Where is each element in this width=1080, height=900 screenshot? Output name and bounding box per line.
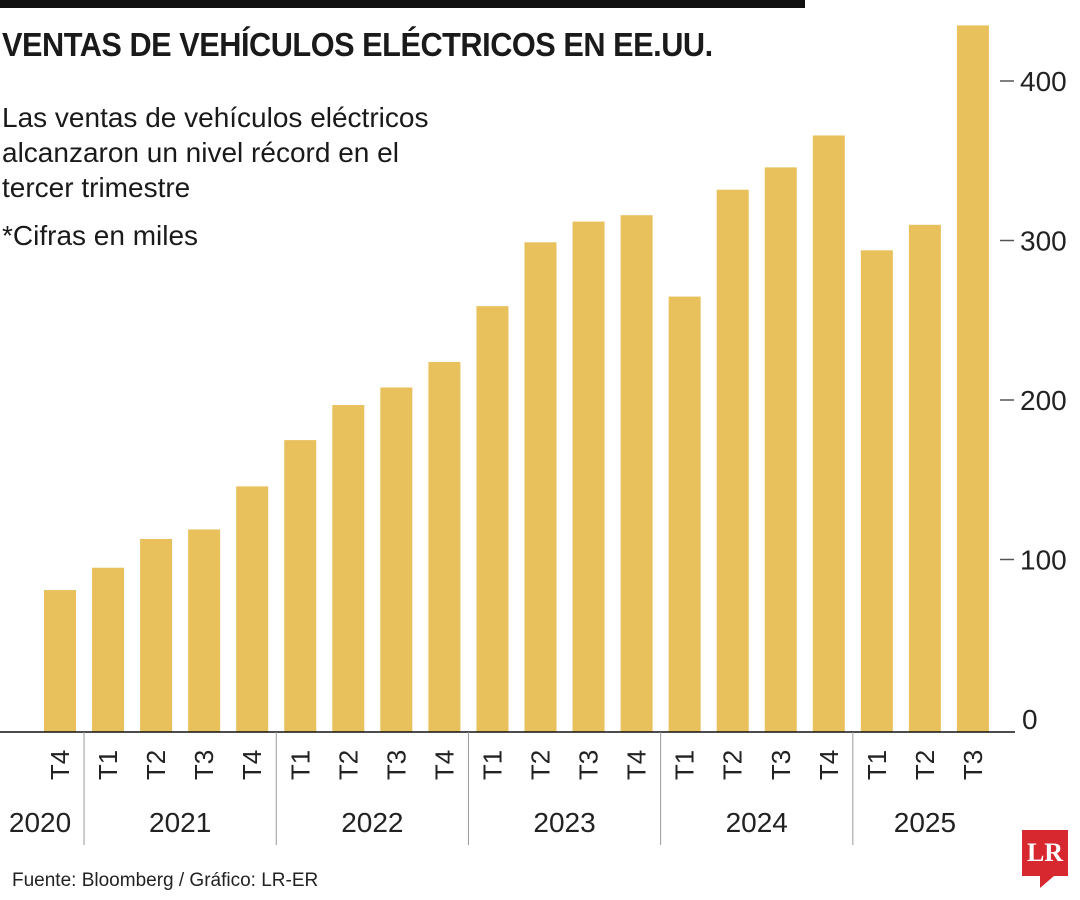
x-tick-label: T2 (526, 750, 556, 780)
year-label: 2025 (894, 807, 956, 838)
x-tick-label: T1 (670, 750, 700, 780)
chart-title: VENTAS DE VEHÍCULOS ELÉCTRICOS EN EE.UU. (2, 26, 713, 63)
bar (860, 250, 893, 732)
x-tick-label: T3 (381, 750, 411, 780)
x-tick-label: T1 (93, 750, 123, 780)
bar (572, 221, 605, 732)
bar (476, 306, 509, 732)
bar (812, 135, 845, 733)
bar (668, 296, 701, 732)
x-tick-label: T3 (766, 750, 796, 780)
bar (188, 529, 221, 732)
bar (620, 215, 653, 733)
top-rule (0, 0, 805, 8)
x-tick-label: T3 (574, 750, 604, 780)
bar (236, 486, 269, 732)
bar (44, 590, 76, 732)
bar (284, 440, 317, 732)
x-tick-label: T4 (429, 750, 459, 780)
bar (764, 167, 797, 732)
x-tick-label: T1 (285, 750, 315, 780)
bar (428, 361, 461, 732)
bar (92, 567, 125, 732)
bar (380, 387, 413, 732)
year-label: 2024 (726, 807, 788, 838)
bar (956, 25, 989, 733)
source-text: Fuente: Bloomberg / Gráfico: LR-ER (12, 870, 319, 891)
chart-subtitle: Las ventas de vehículos eléctricos alcan… (2, 102, 429, 203)
x-tick-label: T2 (910, 750, 940, 780)
x-tick-label: T2 (141, 750, 171, 780)
lr-logo: LR (1022, 830, 1068, 888)
x-tick-label: T2 (333, 750, 363, 780)
x-tick-label: T1 (862, 750, 892, 780)
bar (332, 405, 365, 732)
year-label: 2020 (9, 807, 71, 838)
y-tick-label: 0 (1022, 704, 1038, 735)
year-label: 2021 (149, 807, 211, 838)
bar (908, 224, 941, 733)
x-tick-label: T4 (622, 750, 652, 780)
year-label: 2022 (341, 807, 403, 838)
x-tick-label: T2 (718, 750, 748, 780)
x-tick-label: T1 (477, 750, 507, 780)
bar (716, 189, 749, 732)
x-tick-label: T4 (814, 750, 844, 780)
x-tick-label: T4 (45, 750, 75, 780)
y-tick-label: 400 (1020, 66, 1067, 97)
units-note: *Cifras en miles (2, 220, 199, 251)
bar (140, 539, 173, 732)
x-tick-label: T3 (958, 750, 988, 780)
y-tick-label: 300 (1020, 226, 1067, 257)
y-tick-label: 200 (1020, 385, 1067, 416)
y-tick-label: 100 (1020, 545, 1067, 576)
x-tick-label: T3 (189, 750, 219, 780)
x-tick-label: T4 (237, 750, 267, 780)
bar (524, 242, 557, 732)
year-label: 2023 (533, 807, 595, 838)
